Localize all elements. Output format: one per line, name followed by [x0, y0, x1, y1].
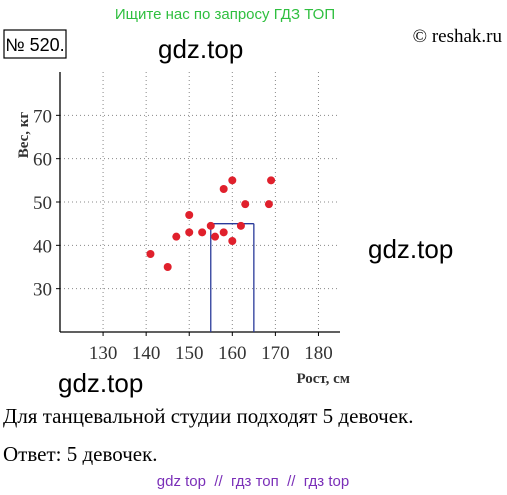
watermark: gdz.top	[368, 234, 453, 264]
x-tick-label: 170	[261, 343, 290, 364]
x-tick-label: 130	[89, 343, 118, 364]
data-point	[219, 185, 228, 193]
y-tick-label: 30	[33, 280, 52, 301]
y-tick-label: 50	[33, 193, 52, 214]
data-point	[163, 263, 172, 271]
data-point	[264, 200, 273, 209]
problem-number: № 520.	[5, 35, 64, 55]
y-axis-label: Вес, кг	[16, 112, 32, 159]
x-tick-label: 160	[218, 343, 247, 364]
data-point	[236, 221, 245, 230]
data-point	[241, 200, 250, 209]
data-point	[206, 221, 215, 230]
x-tick-label: 150	[175, 343, 204, 364]
y-tick-label: 40	[33, 236, 52, 257]
watermark: gdz.top	[158, 34, 243, 64]
data-point	[198, 228, 207, 237]
answer: Ответ: 5 девочек.	[3, 442, 158, 466]
copyright: © reshak.ru	[413, 26, 503, 47]
data-point	[185, 211, 194, 219]
conclusion: Для танцевальной студии подходят 5 девоч…	[3, 404, 414, 428]
watermark: gdz.top	[58, 368, 143, 398]
x-tick-label: 140	[132, 343, 161, 364]
x-tick-label: 180	[304, 343, 333, 364]
x-axis-label: Рост, см	[296, 371, 350, 387]
footer: gdz top // гдз топ // гдз top	[157, 473, 349, 490]
data-point	[228, 237, 237, 245]
data-point	[211, 232, 220, 241]
y-tick-label: 70	[33, 106, 52, 127]
data-point	[185, 228, 194, 237]
data-point	[228, 176, 237, 185]
number-box	[3, 29, 67, 59]
y-tick-label: 60	[33, 150, 52, 171]
search-hint: Ищите нас по запросу ГДЗ ТОП	[115, 6, 335, 23]
data-point	[172, 232, 181, 241]
data-point	[267, 176, 276, 185]
data-point	[146, 250, 155, 258]
data-point	[219, 228, 228, 237]
